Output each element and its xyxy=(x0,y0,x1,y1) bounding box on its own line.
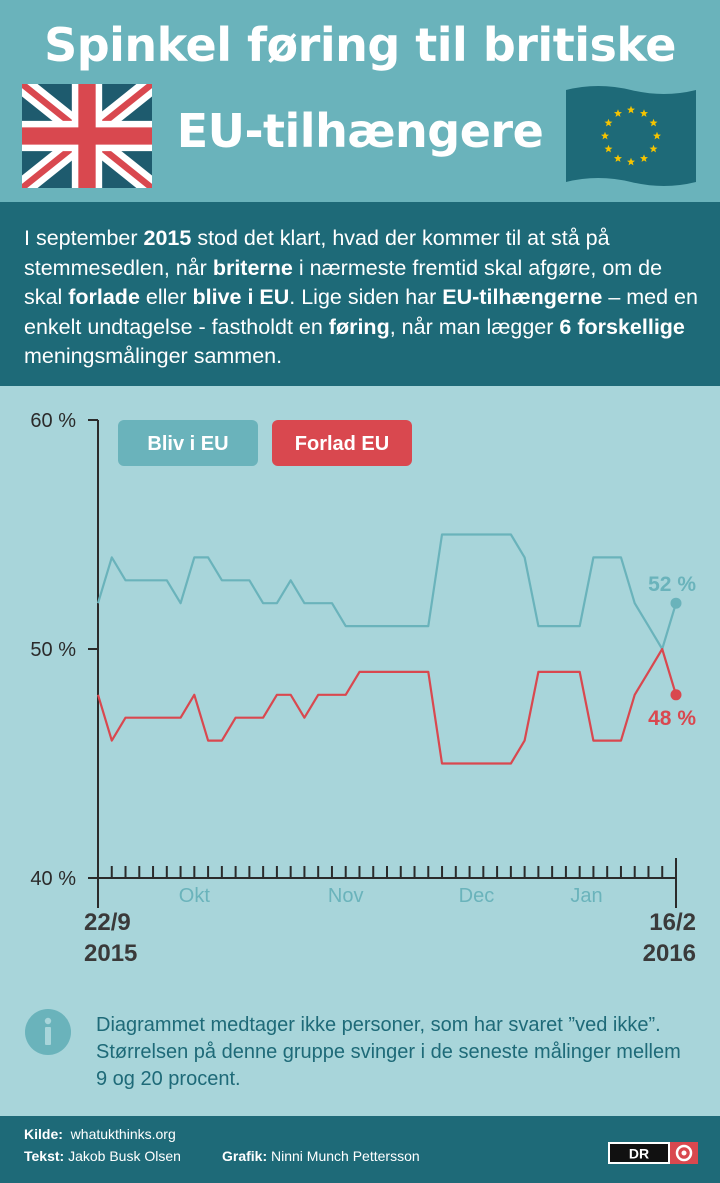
intro-bold-text: føring xyxy=(328,314,390,339)
series-line-forlad xyxy=(96,647,678,765)
x-start-date-label: 22/9 xyxy=(84,909,131,936)
x-start-year-label: 2015 xyxy=(84,940,137,967)
x-end-year-label: 2016 xyxy=(643,940,696,967)
y-tick-label: 50 % xyxy=(30,639,76,661)
text-credit: Tekst: Jakob Busk Olsen xyxy=(24,1148,181,1164)
eu-star-icon xyxy=(640,109,648,117)
legend-item xyxy=(272,420,412,466)
source-value: whatukthinks.org xyxy=(70,1126,176,1142)
eu-flag-icon xyxy=(566,86,696,186)
intro-plain-text: stod det klart, hvad der kommer til at s… xyxy=(24,226,610,280)
title-line-2: EU-tilhængere xyxy=(176,104,544,158)
info-icon xyxy=(25,1009,71,1055)
eu-star-icon xyxy=(649,118,658,127)
text-label: Tekst: xyxy=(24,1148,65,1164)
line-chart: 60 % 50 % 40 % Okt Nov Dec Jan 22/9 2015 16/2 201… xyxy=(30,410,696,967)
dr-logo: DR xyxy=(608,1142,698,1164)
intro-plain-text: I september xyxy=(24,226,144,250)
series-line-bliv xyxy=(96,533,678,651)
graphic-label: Grafik: xyxy=(222,1148,268,1164)
eu-star-icon xyxy=(601,131,609,140)
intro-bold-text: 6 forskellige xyxy=(559,314,685,339)
eu-star-icon xyxy=(614,109,622,117)
intro-plain-text: . Lige siden har xyxy=(289,285,443,309)
intro-plain-text: i nærmeste fremtid skal afgøre, om de sk… xyxy=(24,255,663,310)
source-label: Kilde: xyxy=(24,1126,63,1142)
intro-plain-text: , når man lægger xyxy=(389,314,560,339)
legend-label: Bliv i EU xyxy=(147,433,228,455)
series-end-point xyxy=(670,689,682,701)
x-month-label: Jan xyxy=(570,885,602,907)
dr-logo-text: DR xyxy=(629,1146,649,1162)
intro-plain-text: meningsmålinger sammen. xyxy=(24,344,283,368)
intro-plain-text: eller xyxy=(139,285,193,309)
legend-item xyxy=(118,420,258,466)
x-month-label: Okt xyxy=(179,885,211,907)
eu-star-icon xyxy=(640,154,648,162)
eu-star-icon xyxy=(653,131,661,140)
series-end-label: 52 % xyxy=(648,573,696,596)
intro-bold-text: 2015 xyxy=(143,226,192,250)
eu-star-icon xyxy=(627,105,635,114)
eu-star-icon xyxy=(649,144,658,153)
intro-bold-text: EU-tilhængerne xyxy=(442,285,603,309)
intro-bold-text: blive i EU xyxy=(192,285,290,309)
series-end-point xyxy=(670,597,682,609)
eu-star-icon xyxy=(604,144,613,153)
eu-star-icon xyxy=(614,154,622,162)
legend-label: Forlad EU xyxy=(295,433,389,455)
series-end-label: 48 % xyxy=(648,707,696,730)
text-value: Jakob Busk Olsen xyxy=(68,1148,181,1164)
graphic-value: Ninni Munch Pettersson xyxy=(271,1148,420,1164)
intro-bold-text: forlade xyxy=(68,285,140,309)
source-credit: Kilde: whatukthinks.org xyxy=(24,1126,176,1142)
intro-plain-text: – med en enkelt undtagelse - fastholdt e… xyxy=(24,285,698,339)
intro-text: I september 2015 stod det klart, hvad de… xyxy=(24,224,704,372)
union-jack-flag-icon xyxy=(22,84,152,188)
graphic-credit: Grafik: Ninni Munch Pettersson xyxy=(222,1148,420,1164)
header: Spinkel føring til britiske EU-tilhænger… xyxy=(0,0,720,202)
note-box: Diagrammet medtager ikke personer, som h… xyxy=(0,998,720,1116)
intro-panel: I september 2015 stod det klart, hvad de… xyxy=(0,202,720,386)
footer: Kilde: whatukthinks.org Tekst: Jakob Bus… xyxy=(0,1116,720,1183)
y-tick-label: 60 % xyxy=(30,410,76,432)
intro-bold-text: briterne xyxy=(212,255,293,280)
x-month-label: Dec xyxy=(459,885,495,907)
note-text: Diagrammet medtager ikke personer, som h… xyxy=(96,1014,681,1090)
eu-star-icon xyxy=(627,157,635,166)
x-end-date-label: 16/2 xyxy=(649,909,696,936)
title-line-1: Spinkel føring til britiske xyxy=(44,18,676,72)
y-tick-label: 40 % xyxy=(30,868,76,890)
x-month-label: Nov xyxy=(328,885,364,907)
eu-star-icon xyxy=(604,118,613,127)
